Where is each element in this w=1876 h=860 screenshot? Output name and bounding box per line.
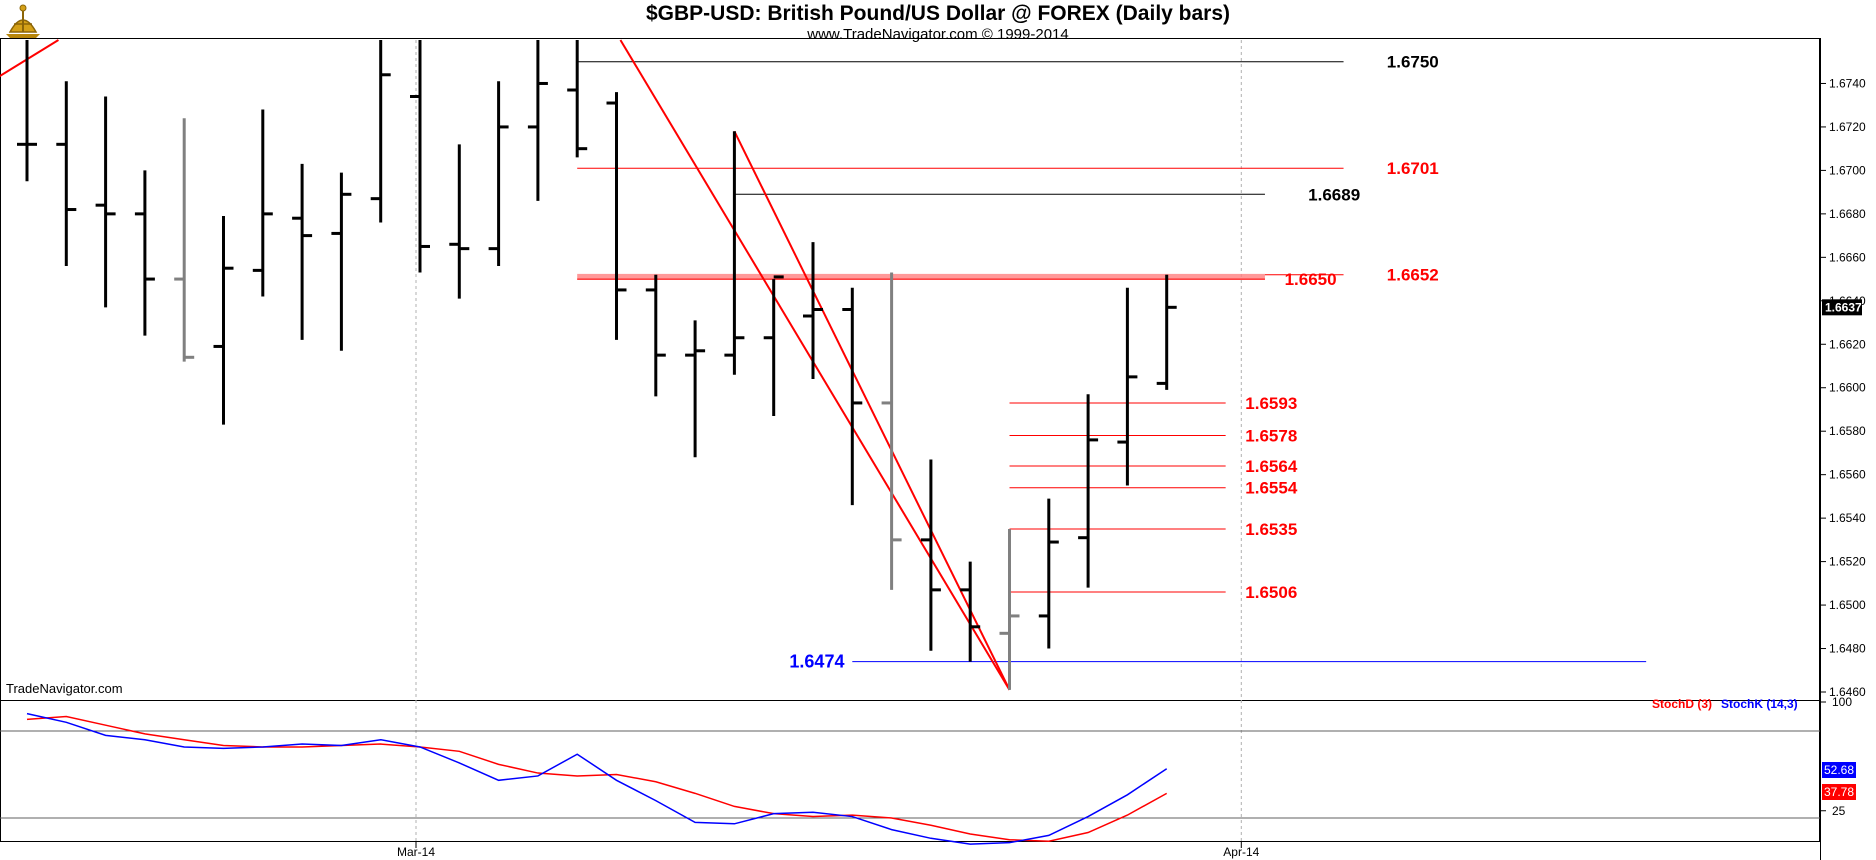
ohlc-bar [134, 170, 155, 336]
ohlc-bar [842, 287, 863, 506]
level-label: 1.6689 [1308, 185, 1360, 204]
price-grid [415, 40, 1242, 842]
price-tick-label: 1.6480 [1829, 642, 1866, 656]
stoch-series-line [26, 712, 1168, 845]
price-panel-border [0, 38, 1820, 701]
ohlc-bar [213, 216, 234, 425]
level-label: 1.6750 [1387, 53, 1439, 72]
level-label: 1.6506 [1245, 583, 1297, 602]
chart-title: $GBP-USD: British Pound/US Dollar @ FORE… [645, 2, 1231, 25]
price-tick-label: 1.6720 [1829, 120, 1866, 134]
fib-levels [577, 61, 1647, 663]
trendline [0, 39, 59, 78]
ohlc-bar [56, 81, 77, 267]
ohlc-bar [1156, 274, 1177, 390]
price-tick-label: 1.6520 [1829, 555, 1866, 569]
last-price-label: 1.6637 [1825, 300, 1862, 314]
chart-frame [0, 38, 1821, 860]
ohlc-bar [1078, 394, 1099, 588]
price-tick-label: 1.6620 [1829, 337, 1866, 351]
ohlc-bar [370, 40, 391, 223]
level-label: 1.6593 [1245, 394, 1297, 413]
ohlc-bar [999, 529, 1020, 690]
ohlc-bar [449, 144, 470, 299]
ohlc-bar [960, 561, 981, 662]
stoch-panel-border [0, 700, 1820, 842]
stoch-tick-label: 100 [1832, 695, 1852, 709]
ohlc-bar [527, 40, 548, 201]
credit-label: TradeNavigator.com [6, 681, 123, 696]
stoch-series-line [26, 715, 1168, 842]
ohlc-bar [488, 81, 509, 267]
price-tick-label: 1.6460 [1829, 685, 1866, 699]
level-label: 1.6554 [1245, 479, 1298, 498]
ohlc-bar [724, 131, 745, 375]
price-tick-label: 1.6740 [1829, 76, 1866, 90]
ohlc-bar [292, 163, 313, 340]
level-label: 1.6650 [1285, 270, 1337, 289]
ohlc-bar [920, 459, 941, 651]
resistance-band [577, 273, 1265, 280]
price-bars [17, 40, 1177, 690]
level-label: 1.6564 [1245, 457, 1298, 476]
price-tick-label: 1.6580 [1829, 424, 1866, 438]
trendline [733, 130, 1011, 691]
ohlc-bar [174, 118, 195, 362]
ohlc-bar [252, 109, 273, 297]
ohlc-bar [1117, 287, 1138, 486]
level-label: 1.6535 [1245, 520, 1297, 539]
navigator-sextant-icon [2, 2, 44, 38]
date-axis: Mar-14 Apr-14 [397, 842, 1260, 859]
price-tick-label: 1.6560 [1829, 468, 1866, 482]
ohlc-bar [331, 172, 352, 351]
stoch-last-box [1822, 762, 1856, 778]
legend-stochd: StochD (3) [1652, 697, 1712, 711]
ohlc-bar [606, 92, 627, 340]
chart-subtitle: www.TradeNavigator.com © 1999-2014 [807, 26, 1069, 43]
price-tick-label: 1.6660 [1829, 250, 1866, 264]
price-axis: 1.6460 1.6480 1.6500 1.6520 1.6540 1.6560 1.65… [1820, 76, 1866, 699]
stoch-last-label: 37.78 [1824, 785, 1854, 799]
stoch-last-box [1822, 784, 1856, 800]
date-tick-label: Mar-14 [397, 845, 435, 859]
level-label: 1.6578 [1245, 427, 1297, 446]
price-tick-label: 1.6600 [1829, 381, 1866, 395]
ohlc-bar [763, 275, 784, 416]
price-tick-label: 1.6540 [1829, 511, 1866, 525]
legend-stochk: StochK (14,3) [1721, 697, 1798, 711]
level-label: 1.6474 [789, 652, 844, 672]
resistance-band-rect [577, 273, 1265, 280]
stoch-tick-label: 25 [1832, 804, 1846, 818]
trendline [619, 39, 1011, 691]
ohlc-bar [645, 274, 666, 397]
ohlc-bar [95, 96, 116, 308]
trendlines [0, 39, 1011, 691]
ohlc-bar [17, 40, 37, 182]
ohlc-bar [1038, 498, 1059, 649]
stochastic-panel: 25 100 52.68 37.78 [0, 695, 1856, 845]
last-price-box [1822, 299, 1862, 316]
price-tick-label: 1.6500 [1829, 598, 1866, 612]
ohlc-bar [685, 320, 706, 458]
price-tick-label: 1.6700 [1829, 163, 1866, 177]
ohlc-bar [567, 40, 588, 158]
ohlc-bar [803, 242, 823, 380]
level-labels: 1.6750 1.6701 1.6689 1.6650 1.6652 1.6593 1.65… [789, 53, 1438, 672]
date-tick-label: Apr-14 [1223, 845, 1259, 859]
stoch-last-label: 52.68 [1824, 763, 1854, 777]
ohlc-bar [881, 272, 902, 590]
ohlc-bar [410, 40, 430, 273]
price-tick-label: 1.6680 [1829, 207, 1866, 221]
level-label: 1.6652 [1387, 266, 1439, 285]
level-label: 1.6701 [1387, 159, 1439, 178]
